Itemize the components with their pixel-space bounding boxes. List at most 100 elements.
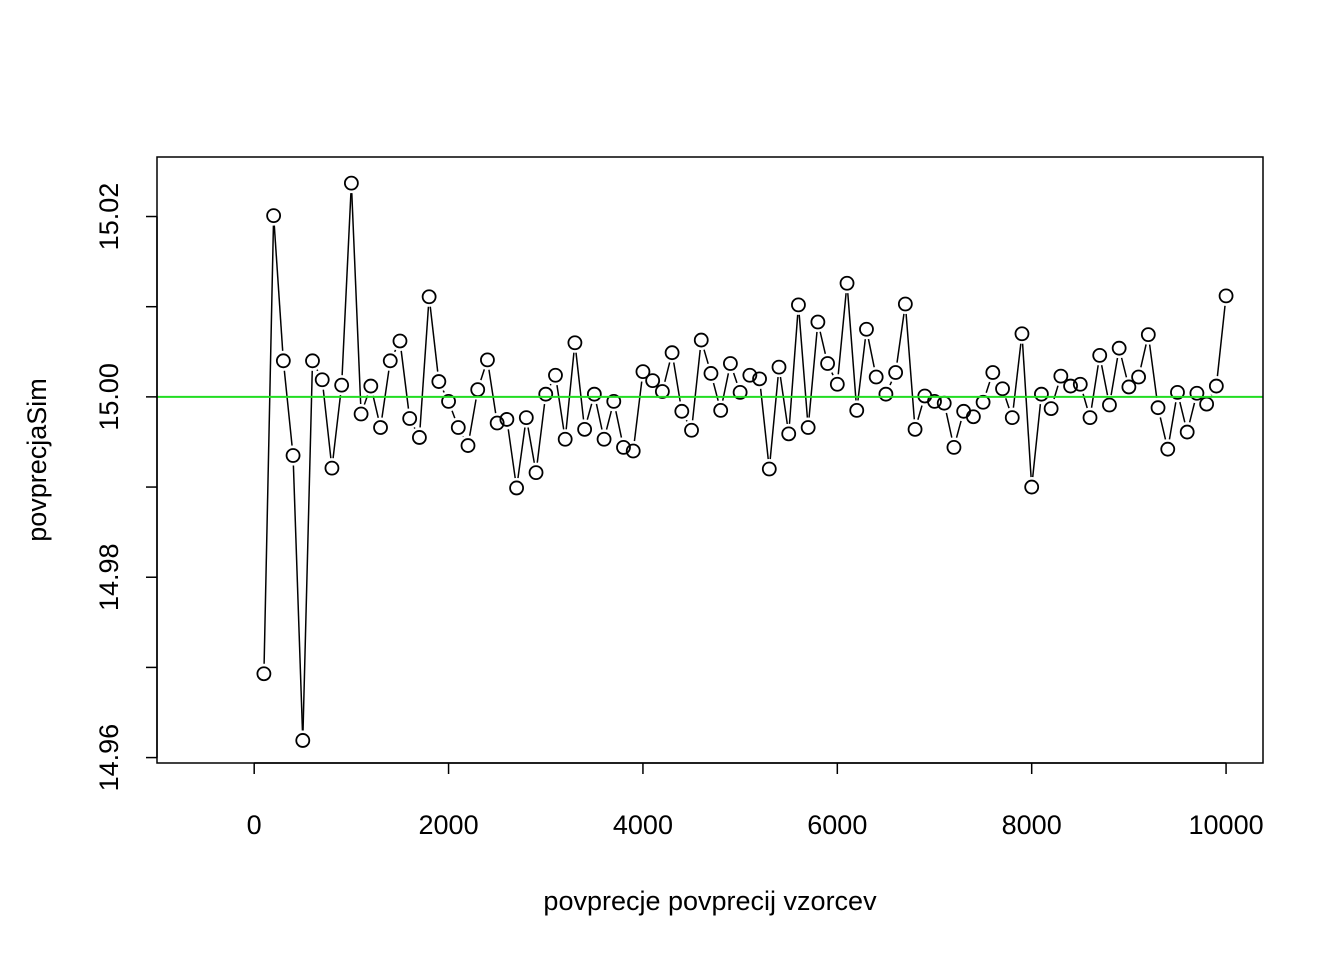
data-point — [548, 367, 563, 383]
data-point — [1208, 378, 1224, 394]
y-tick-label: 15.02 — [94, 183, 124, 251]
series-segment — [1031, 404, 1042, 478]
series-segment — [732, 372, 738, 384]
data-point — [616, 439, 631, 455]
data-point — [752, 371, 767, 387]
data-point — [1034, 386, 1049, 402]
data-point — [965, 409, 981, 425]
data-point — [956, 403, 972, 419]
series-segment — [672, 362, 681, 402]
data-point — [839, 275, 855, 291]
data-point — [470, 382, 486, 398]
data-point — [1092, 347, 1108, 363]
series-segment — [917, 405, 923, 420]
data-point — [1189, 385, 1205, 401]
series-segment — [595, 403, 603, 430]
data-point — [985, 365, 1001, 380]
data-point — [353, 406, 369, 422]
x-axis-title: povprecje povprecij vzorcev — [543, 886, 877, 916]
data-point — [1082, 410, 1098, 426]
series-segment — [565, 352, 575, 430]
data-point — [936, 395, 952, 411]
data-point — [791, 297, 806, 313]
series-segment — [759, 388, 769, 460]
data-point — [1150, 400, 1166, 416]
series-segment — [703, 349, 709, 365]
data-point — [606, 393, 622, 409]
series-segment — [480, 369, 486, 381]
series-segment — [905, 313, 916, 420]
series-segment — [1120, 357, 1128, 378]
data-point — [1024, 479, 1040, 495]
series-segment — [1021, 343, 1032, 478]
data-point — [528, 465, 544, 481]
series-segment — [451, 410, 456, 419]
data-point — [1053, 368, 1069, 384]
data-point — [1170, 384, 1185, 400]
series-segment — [1188, 402, 1196, 423]
data-point — [654, 384, 670, 399]
data-point — [441, 393, 456, 409]
series-segment — [847, 293, 857, 401]
series-segment — [372, 395, 379, 418]
series-segment — [468, 399, 477, 436]
series-segment — [831, 372, 834, 376]
data-point — [334, 377, 350, 393]
x-tick-label: 6000 — [807, 810, 867, 840]
data-point — [664, 345, 680, 361]
data-point — [285, 448, 301, 463]
series-segment — [507, 429, 516, 479]
series-segment — [322, 389, 332, 459]
data-point — [1014, 326, 1030, 342]
data-point — [946, 439, 962, 455]
data-point — [480, 352, 495, 368]
data-point — [363, 378, 379, 394]
x-tick-label: 10000 — [1189, 810, 1264, 840]
data-point — [635, 364, 651, 380]
data-point — [1160, 441, 1176, 457]
data-point — [295, 733, 311, 748]
data-point — [343, 175, 359, 191]
x-tick-label: 2000 — [419, 810, 479, 840]
series-segment — [615, 411, 623, 438]
data-point — [509, 480, 524, 496]
series-segment — [273, 225, 284, 351]
data-point — [800, 420, 816, 435]
y-tick-label: 14.98 — [94, 543, 124, 611]
data-point — [431, 374, 447, 389]
data-point — [1004, 410, 1020, 426]
series-segment — [442, 390, 445, 393]
series-segment — [1012, 343, 1022, 408]
series-segment — [332, 394, 342, 459]
data-point — [859, 321, 874, 337]
series-segment — [1148, 344, 1158, 398]
data-point — [1111, 340, 1127, 356]
data-point — [810, 314, 826, 330]
data-point — [392, 333, 408, 349]
data-point — [868, 369, 884, 385]
plot-frame — [156, 156, 1264, 764]
series-segment — [517, 427, 526, 479]
series-segment — [381, 370, 390, 418]
data-point — [1131, 369, 1146, 385]
data-point — [975, 394, 991, 410]
data-point — [888, 365, 904, 380]
data-point — [625, 443, 641, 459]
series-segment — [779, 376, 789, 425]
series-segment — [419, 306, 430, 428]
data-point — [674, 403, 690, 419]
series-segment — [769, 376, 779, 460]
data-point — [275, 353, 291, 369]
series-segment — [351, 193, 362, 405]
series-segment — [527, 427, 536, 463]
data-point — [771, 359, 787, 375]
series-segment — [586, 403, 593, 420]
data-point — [402, 411, 418, 426]
y-axis: 14.96 14.98 15.00 15.02 — [94, 183, 158, 791]
data-point — [781, 426, 797, 442]
data-point — [421, 289, 437, 305]
series-segment — [556, 385, 565, 430]
data-point — [314, 372, 330, 388]
series-segment — [685, 419, 688, 422]
